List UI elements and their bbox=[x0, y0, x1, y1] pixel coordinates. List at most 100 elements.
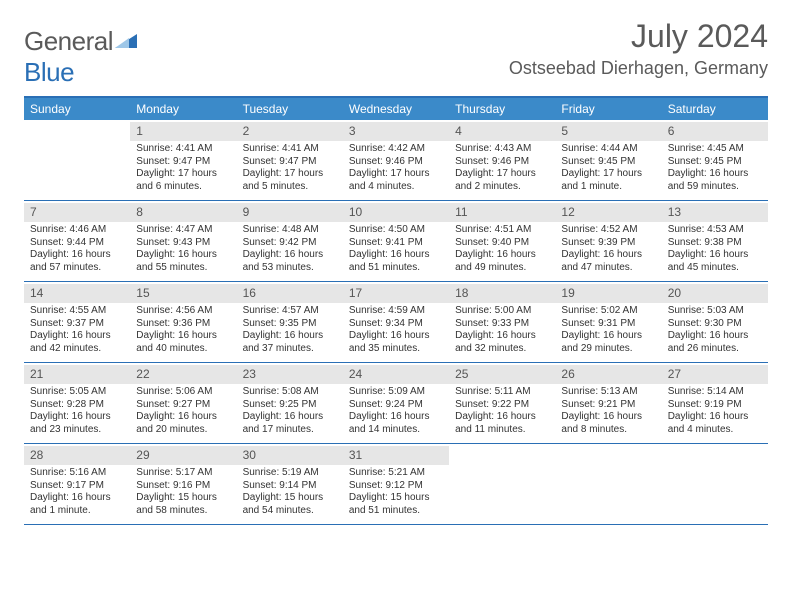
calendar-cell: 22Sunrise: 5:06 AMSunset: 9:27 PMDayligh… bbox=[130, 363, 236, 443]
day-sunrise: Sunrise: 4:53 AM bbox=[668, 224, 762, 237]
dayhead-thu: Thursday bbox=[449, 98, 555, 120]
calendar-cell: 6Sunrise: 4:45 AMSunset: 9:45 PMDaylight… bbox=[662, 120, 768, 200]
day-day2: and 1 minute. bbox=[561, 181, 655, 194]
calendar-cell bbox=[662, 444, 768, 524]
day-sunset: Sunset: 9:47 PM bbox=[136, 156, 230, 169]
day-day2: and 35 minutes. bbox=[349, 343, 443, 356]
calendar-cell: 16Sunrise: 4:57 AMSunset: 9:35 PMDayligh… bbox=[237, 282, 343, 362]
day-number: 24 bbox=[343, 365, 449, 384]
day-day1: Daylight: 16 hours bbox=[136, 411, 230, 424]
calendar-cell: 4Sunrise: 4:43 AMSunset: 9:46 PMDaylight… bbox=[449, 120, 555, 200]
day-day1: Daylight: 16 hours bbox=[30, 249, 124, 262]
calendar-week: 1Sunrise: 4:41 AMSunset: 9:47 PMDaylight… bbox=[24, 120, 768, 201]
day-day2: and 2 minutes. bbox=[455, 181, 549, 194]
dayhead-wed: Wednesday bbox=[343, 98, 449, 120]
page-title: July 2024 bbox=[631, 18, 768, 55]
day-sunrise: Sunrise: 5:08 AM bbox=[243, 386, 337, 399]
day-number: 16 bbox=[237, 284, 343, 303]
day-day1: Daylight: 16 hours bbox=[243, 330, 337, 343]
day-sunset: Sunset: 9:46 PM bbox=[349, 156, 443, 169]
day-day2: and 17 minutes. bbox=[243, 424, 337, 437]
day-number: 22 bbox=[130, 365, 236, 384]
day-sunrise: Sunrise: 4:48 AM bbox=[243, 224, 337, 237]
day-day1: Daylight: 16 hours bbox=[668, 411, 762, 424]
day-number: 2 bbox=[237, 122, 343, 141]
day-sunrise: Sunrise: 4:47 AM bbox=[136, 224, 230, 237]
day-day1: Daylight: 16 hours bbox=[668, 330, 762, 343]
calendar-cell: 1Sunrise: 4:41 AMSunset: 9:47 PMDaylight… bbox=[130, 120, 236, 200]
calendar-week: 7Sunrise: 4:46 AMSunset: 9:44 PMDaylight… bbox=[24, 201, 768, 282]
day-sunrise: Sunrise: 4:51 AM bbox=[455, 224, 549, 237]
day-sunrise: Sunrise: 5:09 AM bbox=[349, 386, 443, 399]
day-day2: and 54 minutes. bbox=[243, 505, 337, 518]
day-number: 21 bbox=[24, 365, 130, 384]
day-day1: Daylight: 16 hours bbox=[136, 330, 230, 343]
calendar-week: 21Sunrise: 5:05 AMSunset: 9:28 PMDayligh… bbox=[24, 363, 768, 444]
day-day2: and 55 minutes. bbox=[136, 262, 230, 275]
day-number: 5 bbox=[555, 122, 661, 141]
day-sunset: Sunset: 9:38 PM bbox=[668, 237, 762, 250]
day-sunrise: Sunrise: 4:42 AM bbox=[349, 143, 443, 156]
day-sunset: Sunset: 9:28 PM bbox=[30, 399, 124, 412]
calendar-cell: 7Sunrise: 4:46 AMSunset: 9:44 PMDaylight… bbox=[24, 201, 130, 281]
calendar-cell: 29Sunrise: 5:17 AMSunset: 9:16 PMDayligh… bbox=[130, 444, 236, 524]
day-day2: and 11 minutes. bbox=[455, 424, 549, 437]
calendar-cell: 10Sunrise: 4:50 AMSunset: 9:41 PMDayligh… bbox=[343, 201, 449, 281]
calendar-cell: 12Sunrise: 4:52 AMSunset: 9:39 PMDayligh… bbox=[555, 201, 661, 281]
day-day2: and 29 minutes. bbox=[561, 343, 655, 356]
day-sunset: Sunset: 9:39 PM bbox=[561, 237, 655, 250]
calendar-week: 28Sunrise: 5:16 AMSunset: 9:17 PMDayligh… bbox=[24, 444, 768, 525]
day-number: 19 bbox=[555, 284, 661, 303]
day-sunrise: Sunrise: 4:44 AM bbox=[561, 143, 655, 156]
day-sunset: Sunset: 9:36 PM bbox=[136, 318, 230, 331]
day-day2: and 45 minutes. bbox=[668, 262, 762, 275]
calendar-cell: 19Sunrise: 5:02 AMSunset: 9:31 PMDayligh… bbox=[555, 282, 661, 362]
day-number: 28 bbox=[24, 446, 130, 465]
day-number: 8 bbox=[130, 203, 236, 222]
day-day1: Daylight: 16 hours bbox=[243, 411, 337, 424]
day-day2: and 40 minutes. bbox=[136, 343, 230, 356]
day-day2: and 26 minutes. bbox=[668, 343, 762, 356]
day-day2: and 4 minutes. bbox=[668, 424, 762, 437]
day-sunrise: Sunrise: 4:52 AM bbox=[561, 224, 655, 237]
calendar-cell: 14Sunrise: 4:55 AMSunset: 9:37 PMDayligh… bbox=[24, 282, 130, 362]
day-day1: Daylight: 17 hours bbox=[243, 168, 337, 181]
calendar-cell: 2Sunrise: 4:41 AMSunset: 9:47 PMDaylight… bbox=[237, 120, 343, 200]
dayhead-fri: Friday bbox=[555, 98, 661, 120]
dayhead-tue: Tuesday bbox=[237, 98, 343, 120]
day-day1: Daylight: 16 hours bbox=[561, 249, 655, 262]
day-sunset: Sunset: 9:17 PM bbox=[30, 480, 124, 493]
day-sunrise: Sunrise: 5:00 AM bbox=[455, 305, 549, 318]
day-sunset: Sunset: 9:16 PM bbox=[136, 480, 230, 493]
calendar-cell: 23Sunrise: 5:08 AMSunset: 9:25 PMDayligh… bbox=[237, 363, 343, 443]
day-day2: and 37 minutes. bbox=[243, 343, 337, 356]
day-sunset: Sunset: 9:21 PM bbox=[561, 399, 655, 412]
day-sunrise: Sunrise: 4:41 AM bbox=[136, 143, 230, 156]
day-day2: and 42 minutes. bbox=[30, 343, 124, 356]
day-sunset: Sunset: 9:35 PM bbox=[243, 318, 337, 331]
day-day1: Daylight: 16 hours bbox=[561, 330, 655, 343]
calendar-cell: 18Sunrise: 5:00 AMSunset: 9:33 PMDayligh… bbox=[449, 282, 555, 362]
day-day2: and 47 minutes. bbox=[561, 262, 655, 275]
calendar-cell: 27Sunrise: 5:14 AMSunset: 9:19 PMDayligh… bbox=[662, 363, 768, 443]
day-day2: and 51 minutes. bbox=[349, 505, 443, 518]
day-day2: and 58 minutes. bbox=[136, 505, 230, 518]
calendar-cell: 20Sunrise: 5:03 AMSunset: 9:30 PMDayligh… bbox=[662, 282, 768, 362]
day-day2: and 51 minutes. bbox=[349, 262, 443, 275]
day-sunrise: Sunrise: 4:45 AM bbox=[668, 143, 762, 156]
day-number: 29 bbox=[130, 446, 236, 465]
calendar-cell: 25Sunrise: 5:11 AMSunset: 9:22 PMDayligh… bbox=[449, 363, 555, 443]
day-sunset: Sunset: 9:33 PM bbox=[455, 318, 549, 331]
day-day1: Daylight: 16 hours bbox=[349, 249, 443, 262]
day-number: 9 bbox=[237, 203, 343, 222]
day-number: 20 bbox=[662, 284, 768, 303]
brand-part2: Blue bbox=[24, 57, 74, 87]
calendar-weeks: 1Sunrise: 4:41 AMSunset: 9:47 PMDaylight… bbox=[24, 120, 768, 525]
dayhead-sat: Saturday bbox=[662, 98, 768, 120]
calendar-cell: 21Sunrise: 5:05 AMSunset: 9:28 PMDayligh… bbox=[24, 363, 130, 443]
day-sunrise: Sunrise: 5:13 AM bbox=[561, 386, 655, 399]
day-sunrise: Sunrise: 5:11 AM bbox=[455, 386, 549, 399]
day-sunset: Sunset: 9:12 PM bbox=[349, 480, 443, 493]
dayhead-mon: Monday bbox=[130, 98, 236, 120]
calendar-cell: 31Sunrise: 5:21 AMSunset: 9:12 PMDayligh… bbox=[343, 444, 449, 524]
